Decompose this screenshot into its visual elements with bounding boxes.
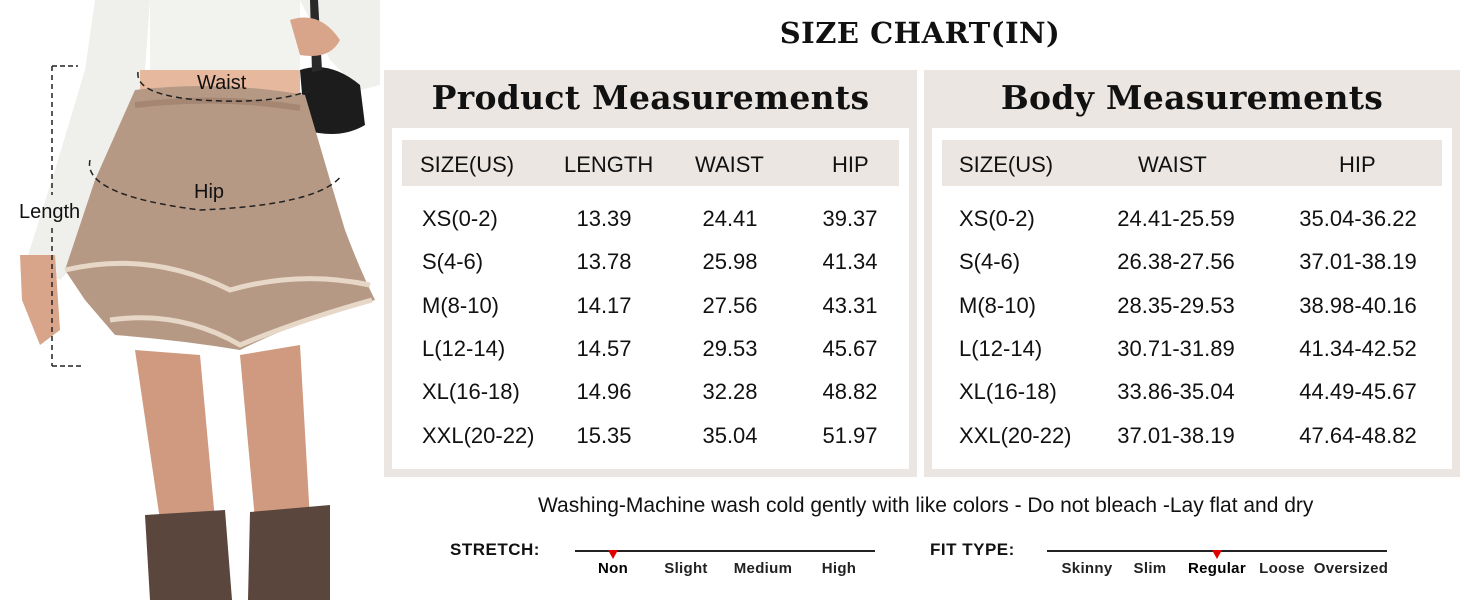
stretch-option-non: Non: [597, 560, 629, 577]
waist-label: Waist: [197, 72, 247, 94]
body-value-cell: 26.38-27.56: [1117, 249, 1235, 275]
stretch-selected-marker: [608, 550, 618, 559]
body-size-cell: XXL(20-22): [959, 422, 1072, 448]
length-label: Length: [19, 201, 80, 223]
product-header-length: LENGTH: [564, 152, 654, 177]
product-header-waist: WAIST: [695, 152, 764, 177]
fit-selected-marker: [1212, 550, 1222, 559]
care-instructions: Washing-Machine wash cold gently with li…: [538, 494, 1314, 517]
body-value-cell: 35.04-36.22: [1299, 206, 1417, 231]
stretch-option-high: High: [821, 560, 857, 577]
body-value-cell: 44.49-45.67: [1299, 379, 1417, 405]
body-value-cell: 47.64-48.82: [1299, 422, 1417, 448]
size-chart-title: SIZE CHART(IN): [779, 16, 1061, 50]
fit-option-oversized: Oversized: [1313, 560, 1389, 577]
body-header-waist: WAIST: [1138, 152, 1207, 177]
fit-option-skinny: Skinny: [1061, 560, 1113, 577]
product-value-cell: 14.17: [576, 292, 632, 318]
product-value-cell: 43.31: [822, 292, 878, 318]
product-header-hip: HIP: [832, 152, 869, 177]
product-value-cell: 13.78: [576, 249, 632, 275]
product-value-cell: 14.96: [576, 379, 632, 405]
body-size-cell: L(12-14): [959, 335, 1043, 361]
product-value-cell: 45.67: [822, 335, 878, 361]
product-value-cell: 29.53: [702, 335, 758, 361]
hip-label: Hip: [194, 181, 224, 203]
body-measurements-title: Body Measurements: [1000, 78, 1384, 117]
body-size-cell: XL(16-18): [959, 379, 1057, 405]
fit-type-label: FIT TYPE:: [930, 540, 1015, 559]
product-header-row: SIZE(US) LENGTH WAIST HIP: [402, 140, 899, 186]
body-header-size: SIZE(US): [959, 152, 1054, 177]
body-value-cell: 33.86-35.04: [1117, 379, 1235, 405]
product-size-cell: XL(16-18): [422, 379, 520, 405]
product-value-cell: 41.34: [822, 249, 878, 275]
body-value-cell: 24.41-25.59: [1117, 206, 1235, 231]
body-size-cell: XS(0-2): [959, 206, 1035, 231]
body-value-cell: 37.01-38.19: [1117, 422, 1235, 448]
product-size-cell: M(8-10): [422, 292, 500, 318]
body-size-cell: M(8-10): [959, 292, 1037, 318]
stretch-scale-line: [575, 550, 875, 552]
body-table: SIZE(US) WAIST HIP XS(0-2) 24.41-25.59 35.…: [932, 128, 1452, 469]
product-size-cell: XS(0-2): [422, 206, 498, 231]
stretch-option-medium: Medium: [733, 560, 793, 577]
product-value-cell: 39.37: [822, 206, 878, 231]
body-value-cell: 37.01-38.19: [1299, 249, 1417, 275]
product-value-cell: 14.57: [576, 335, 632, 361]
stretch-label: STRETCH:: [450, 540, 540, 559]
product-value-cell: 24.41: [702, 206, 758, 231]
fit-option-regular: Regular: [1188, 560, 1246, 577]
product-size-cell: S(4-6): [422, 249, 484, 275]
product-value-cell: 15.35: [576, 422, 632, 448]
product-header-size: SIZE(US): [420, 152, 515, 177]
product-value-cell: 35.04: [702, 422, 758, 448]
product-value-cell: 48.82: [822, 379, 878, 405]
body-value-cell: 28.35-29.53: [1117, 292, 1235, 318]
product-value-cell: 25.98: [702, 249, 758, 275]
product-size-cell: L(12-14): [422, 335, 506, 361]
body-header-hip: HIP: [1339, 152, 1376, 177]
body-header-row: SIZE(US) WAIST HIP: [942, 140, 1442, 186]
body-value-cell: 41.34-42.52: [1299, 335, 1417, 361]
skirt-illustration: Waist Hip Length: [0, 0, 380, 600]
body-value-cell: 30.71-31.89: [1117, 335, 1235, 361]
product-measurements-panel: Product Measurements SIZE(US) LENGTH WAI…: [384, 70, 917, 477]
product-size-cell: XXL(20-22): [422, 422, 535, 448]
product-value-cell: 51.97: [822, 422, 878, 448]
product-value-cell: 27.56: [702, 292, 758, 318]
body-measurements-panel: Body Measurements SIZE(US) WAIST HIP XS(…: [924, 70, 1460, 477]
body-value-cell: 38.98-40.16: [1299, 292, 1417, 318]
fit-option-loose: Loose: [1259, 560, 1305, 577]
body-size-cell: S(4-6): [959, 249, 1021, 275]
product-table: SIZE(US) LENGTH WAIST HIP XS(0-2) 13.39 24…: [392, 128, 909, 469]
product-photo: Waist Hip Length: [0, 0, 380, 600]
product-value-cell: 13.39: [576, 206, 632, 231]
stretch-option-slight: Slight: [664, 560, 708, 577]
fit-option-slim: Slim: [1133, 560, 1167, 577]
product-value-cell: 32.28: [702, 379, 758, 405]
product-measurements-title: Product Measurements: [431, 78, 870, 117]
